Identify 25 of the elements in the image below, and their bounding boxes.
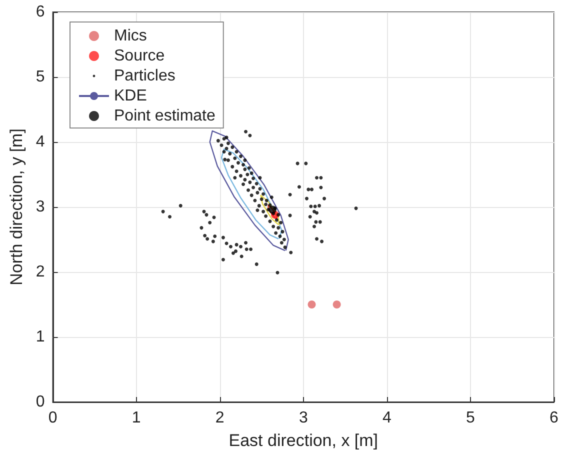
x-tick-label: 1 bbox=[132, 410, 141, 426]
y-tick-label: 1 bbox=[36, 328, 45, 346]
y-tick-label: 3 bbox=[36, 198, 45, 216]
legend-label: KDE bbox=[114, 88, 147, 104]
point bbox=[268, 206, 276, 214]
y-tick-label: 2 bbox=[36, 264, 45, 280]
y-tick-label: 6 bbox=[36, 4, 45, 20]
x-tick-label: 6 bbox=[550, 410, 559, 426]
y-tick-label: 5 bbox=[36, 68, 45, 86]
x-tick-label: 4 bbox=[382, 410, 392, 426]
y-tick-label: 4 bbox=[36, 134, 45, 150]
x-tick-label: 2 bbox=[215, 410, 224, 426]
legend-label: Particles bbox=[114, 68, 176, 84]
legend-label: Point estimate bbox=[114, 108, 216, 124]
point bbox=[308, 300, 316, 308]
legend-label: Mics bbox=[114, 28, 147, 44]
y-axis-title: North direction, y [m] bbox=[7, 128, 26, 286]
x-tick-label: 0 bbox=[48, 410, 58, 426]
legend-label: Source bbox=[114, 48, 165, 64]
x-tick-label: 5 bbox=[466, 410, 476, 426]
y-tick-label: 0 bbox=[36, 394, 45, 410]
x-axis-title: East direction, x [m] bbox=[228, 431, 378, 450]
line-series bbox=[209, 130, 289, 252]
point bbox=[332, 300, 341, 308]
x-tick-label: 3 bbox=[298, 410, 308, 426]
